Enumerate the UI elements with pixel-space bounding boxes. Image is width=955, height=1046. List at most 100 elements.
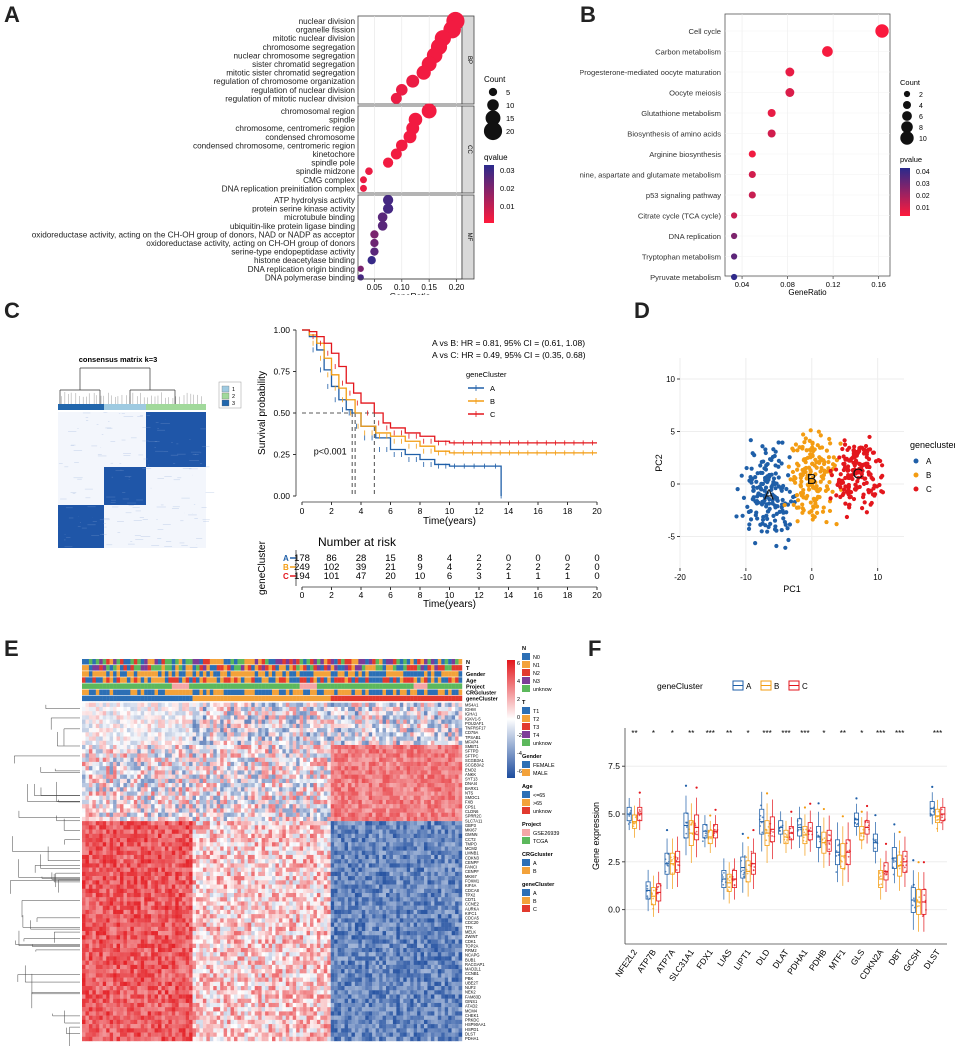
heatmap-cell [396,804,401,809]
annotation-cell [389,683,394,689]
heatmap-cell [399,761,404,767]
heatmap-cell [137,757,141,763]
annotation-cell [424,677,428,683]
heatmap-cell [427,757,432,763]
annotation-cell [392,695,397,702]
heatmap-cell [430,761,435,767]
heatmap-cell [92,774,97,780]
heatmap-cell [444,791,449,796]
heatmap-cell [365,812,369,818]
heatmap-cell [361,770,366,775]
heatmap-cell [206,795,211,801]
heatmap-cell [140,778,145,784]
heatmap-cell [147,728,152,733]
annotation-cell [251,695,255,702]
heatmap-cell [237,753,242,758]
annotation-cell [99,665,103,671]
heatmap-cell [202,757,207,763]
heatmap-cell [434,804,439,809]
pca-point-a [758,470,763,475]
heatmap-cell [410,808,414,813]
heatmap-cell [351,702,356,708]
annotation-cell [354,683,359,689]
heatmap-cell [109,706,114,712]
heatmap-cell [306,774,311,780]
heatmap-cell [289,732,293,737]
annotation-cell [230,695,235,702]
heatmap-cell [120,702,124,708]
heatmap-cell [137,766,141,771]
heatmap-cell [316,770,321,775]
heatmap-cell [441,804,445,809]
pca-point-a [780,440,785,445]
pca-point-c [848,494,853,500]
heatmap-cell [196,761,200,767]
annotation-cell [144,677,148,683]
heatmap-cell [209,753,214,758]
heatmap-cell [178,711,183,716]
heatmap-cell [379,706,383,712]
heatmap-cell [92,812,97,818]
heatmap-cell [406,795,411,801]
pca-point-b [826,455,832,460]
heatmap-cell [247,812,252,818]
heatmap-cell [424,804,428,809]
heatmap-cell [320,732,325,737]
pca-point-a [783,522,788,527]
heatmap-cell [296,774,300,780]
heatmap-cell [144,783,148,788]
heatmap-cell [320,723,325,729]
consensus-legend-swatch [221,392,230,400]
heatmap-cell [413,778,418,784]
heatmap-cell [437,778,442,784]
annotation-cell [102,677,107,683]
annotation-cell [234,659,238,665]
go-term-label: ubiquitin-like protein ligase binding [230,222,356,231]
heatmap-cell [278,766,283,771]
heatmap-cell [299,728,304,733]
heatmap-cell [137,702,141,708]
heatmap-cell [420,732,425,737]
heatmap-cell [406,744,411,750]
annotation-cell [192,683,197,689]
heatmap-cell [372,711,376,716]
heatmap-cell [185,804,190,809]
annotation-cell [303,671,307,677]
annotation-cell [430,671,435,677]
go-dot [359,184,367,192]
annotation-cell [430,695,435,702]
heatmap-cell [420,711,425,716]
annotation-cell [341,683,345,689]
heatmap-cell [444,702,449,708]
heatmap-cell [123,804,128,809]
heatmap-cell [265,753,269,758]
annotation-cell [185,683,190,689]
heatmap-cell [313,740,318,746]
heatmap-cell [123,816,128,822]
pca-point-b [816,489,821,494]
heatmap-cell [161,799,166,805]
heatmap-cell [137,761,141,767]
km-x-axis-title: Time(years) [423,516,476,527]
heatmap-cell [88,770,93,775]
heatmap-cell [206,711,211,716]
annotation-cell [289,683,293,689]
heatmap-cell [137,728,141,733]
heatmap-cell [344,804,349,809]
heatmap-cell [185,821,190,826]
heatmap-cell [372,706,376,712]
heatmap-cell [410,804,414,809]
heatmap-cell [92,778,97,784]
annotation-cell [403,695,407,702]
heatmap-cell [361,774,366,780]
heatmap-cell [434,770,439,775]
heatmap-cell [299,787,304,792]
annotation-cell [209,689,214,695]
heatmap-cell [192,787,197,792]
heatmap-cell [399,770,404,775]
heatmap-cell [455,795,459,801]
heatmap-cell [413,774,418,780]
annotation-cell [265,659,269,665]
heatmap-cell [189,736,193,741]
annotation-cell [120,689,124,695]
